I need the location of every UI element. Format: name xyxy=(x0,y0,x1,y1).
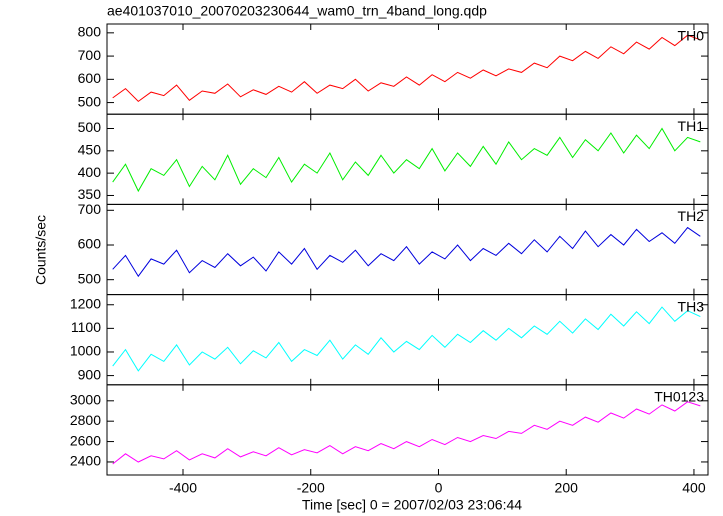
panel-frame xyxy=(106,384,709,476)
y-tick-label: 2800 xyxy=(70,412,101,428)
y-tick-label: 1000 xyxy=(70,343,101,359)
y-tick-label: 600 xyxy=(78,70,102,86)
series-label: TH0123 xyxy=(654,389,704,405)
panel-frame xyxy=(106,203,709,296)
x-tick-label: -200 xyxy=(297,480,325,496)
y-tick-label: 1100 xyxy=(71,319,101,335)
series-label: TH0 xyxy=(678,28,705,44)
y-tick-label: 2600 xyxy=(70,432,101,448)
x-tick-label: 400 xyxy=(682,480,706,496)
y-tick-label: 900 xyxy=(78,366,102,382)
y-tick-label: 450 xyxy=(78,142,102,158)
x-axis-label: Time [sec] 0 = 2007/02/03 23:06:44 xyxy=(302,497,522,513)
y-axis-label: Counts/sec xyxy=(33,215,49,285)
series-line xyxy=(112,226,701,278)
panel-frame xyxy=(106,23,709,115)
y-tick-label: 500 xyxy=(78,119,102,135)
y-tick-label: 600 xyxy=(78,236,102,252)
chart-title: ae401037010_20070203230644_wam0_trn_4ban… xyxy=(107,3,487,19)
series-label: TH1 xyxy=(678,118,705,134)
y-tick-label: 700 xyxy=(78,201,102,217)
y-tick-label: 1200 xyxy=(70,295,101,311)
y-tick-label: 350 xyxy=(78,186,102,202)
y-tick-label: 500 xyxy=(78,270,102,286)
series-line xyxy=(112,34,701,103)
y-tick-label: 2400 xyxy=(70,453,101,469)
y-tick-label: 500 xyxy=(78,93,102,109)
series-label: TH3 xyxy=(678,298,705,314)
x-tick-label: 0 xyxy=(435,480,443,496)
panel-frame xyxy=(106,113,709,205)
panel-frame xyxy=(106,294,709,386)
y-tick-label: 3000 xyxy=(70,392,101,408)
series-line xyxy=(112,401,701,465)
series-line xyxy=(112,306,701,372)
x-tick-label: 200 xyxy=(555,480,579,496)
y-tick-label: 800 xyxy=(78,24,102,40)
series-label: TH2 xyxy=(678,208,705,224)
y-tick-label: 400 xyxy=(78,164,102,180)
y-tick-label: 700 xyxy=(78,47,102,63)
x-tick-label: -400 xyxy=(169,480,197,496)
series-line xyxy=(112,127,701,193)
